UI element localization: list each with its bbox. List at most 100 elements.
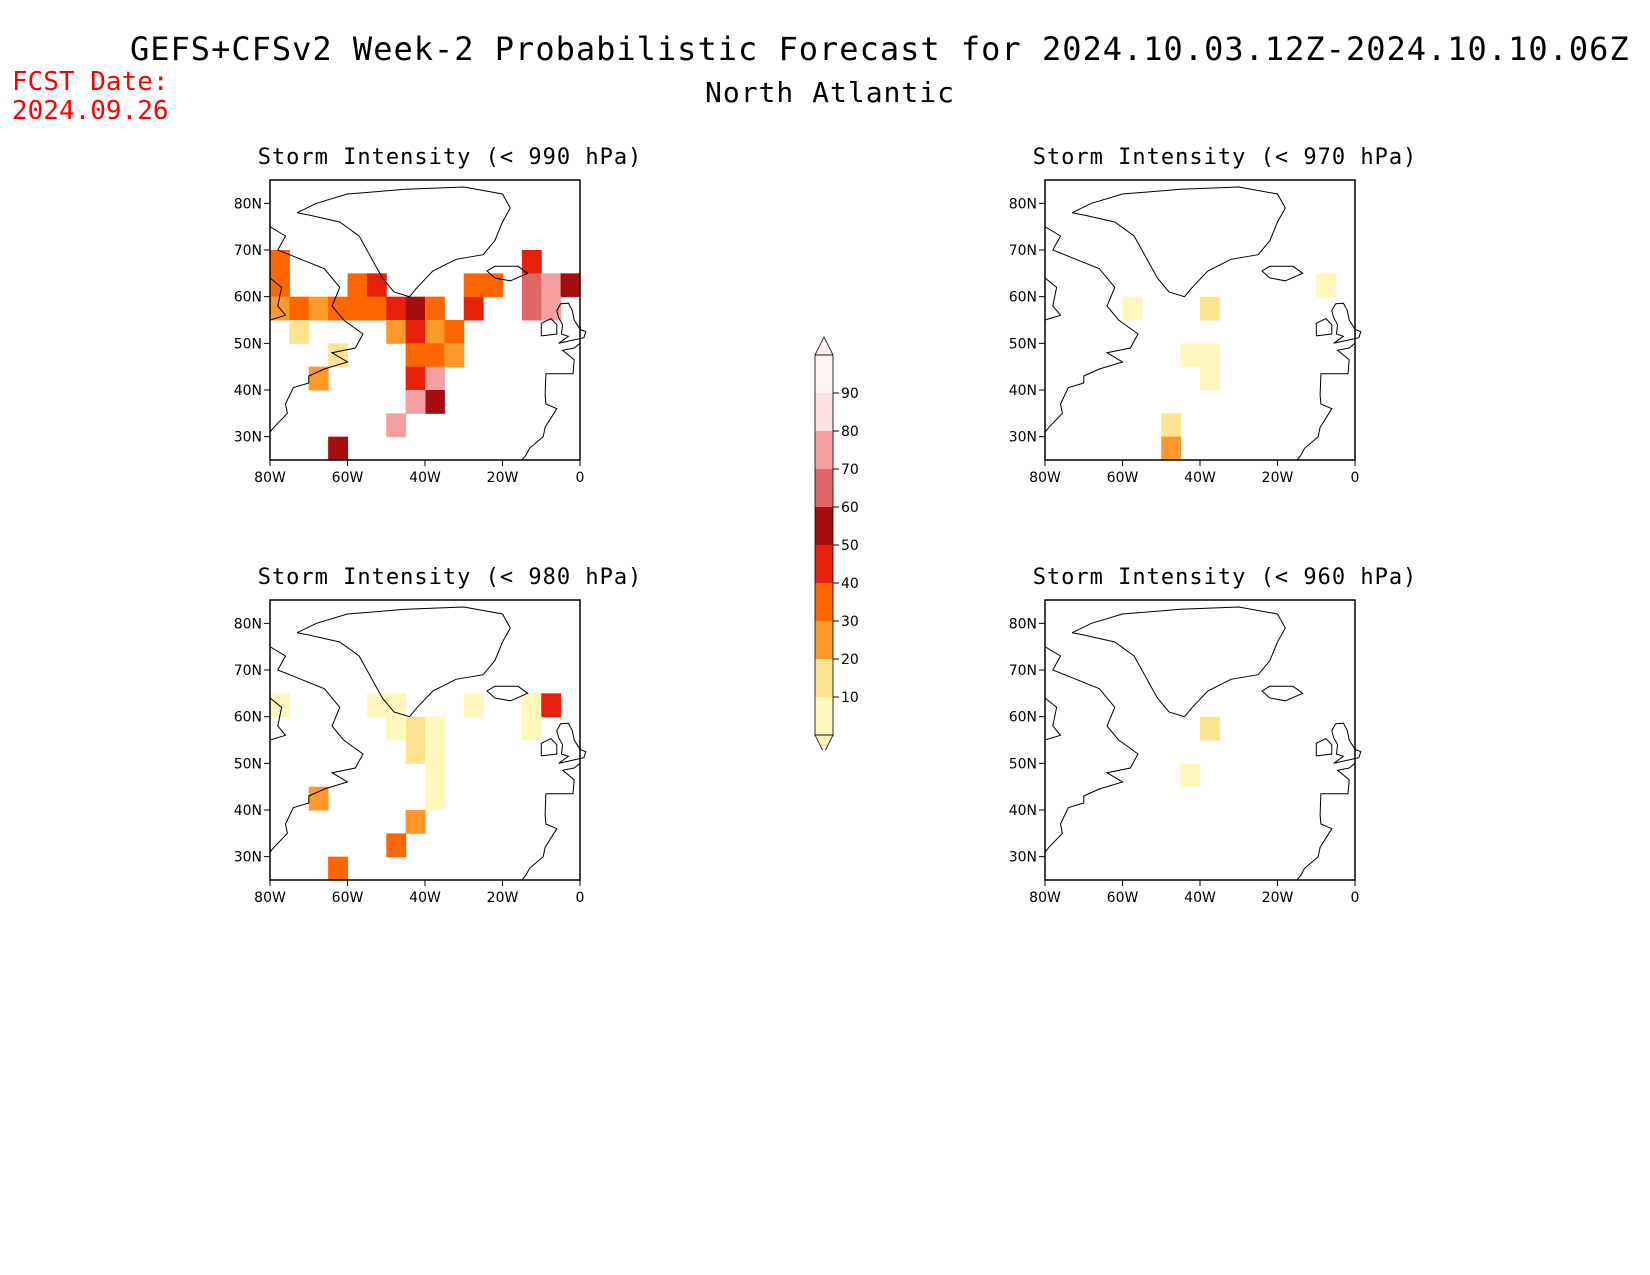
lon-tick-label: 60W	[332, 470, 364, 486]
coastline	[269, 697, 287, 741]
lat-tick-label: 40N	[1009, 803, 1037, 819]
heatmap-cell	[425, 343, 445, 368]
lon-tick-label: 80W	[1029, 890, 1061, 906]
coastline	[1296, 342, 1356, 461]
lon-tick-label: 20W	[1262, 890, 1294, 906]
panel-980hpa: Storm Intensity (< 980 hPa) 80W 60W 40W 20W…	[234, 565, 660, 965]
forecast-date-value: 2024.09.26	[12, 96, 169, 126]
colorbar-segment	[815, 621, 833, 659]
heatmap-cell	[328, 856, 348, 881]
heatmap-cell	[405, 740, 426, 764]
heatmap-cell	[425, 366, 445, 391]
coastline	[1331, 302, 1362, 344]
colorbar-tick-label: 40	[841, 576, 859, 592]
lon-tick-label: 60W	[332, 890, 364, 906]
heatmap-cell	[425, 786, 445, 811]
heatmap-cell	[1200, 296, 1220, 321]
panel-970hpa: Storm Intensity (< 970 hPa) 80W 60W 40W 20W…	[1009, 145, 1435, 545]
heatmap-cell	[366, 693, 387, 718]
coastline	[296, 606, 511, 718]
heatmap-cell	[425, 716, 445, 741]
heatmap-cell	[405, 390, 426, 414]
lon-tick-label: 20W	[487, 470, 519, 486]
coastline	[1261, 685, 1304, 702]
heatmap-cell	[1200, 716, 1220, 741]
colorbar-tick-label: 20	[841, 652, 859, 668]
region-subtitle: North Atlantic	[704, 76, 955, 109]
heatmap-cell	[308, 296, 329, 321]
heatmap-cell	[347, 273, 368, 298]
heatmap-cell	[425, 740, 445, 764]
coastline	[269, 646, 364, 853]
colorbar-svg: 10 20 30 40 50 60 70 80 90	[814, 336, 859, 754]
lat-tick-label: 30N	[1009, 850, 1037, 866]
heatmap-cell	[405, 366, 426, 391]
heatmap-cell	[541, 693, 562, 718]
colorbar-tick-label: 10	[841, 690, 859, 706]
coastline	[556, 302, 587, 344]
heatmap-cell	[463, 296, 484, 321]
heatmap-cell	[1180, 343, 1201, 368]
lon-tick-label: 40W	[409, 890, 441, 906]
lat-tick-label: 80N	[1009, 616, 1037, 632]
panel-title: Storm Intensity (< 960 hPa)	[1032, 565, 1418, 590]
heatmap-cell	[560, 273, 581, 298]
heatmap-cell	[386, 833, 407, 858]
lon-tick-label: 40W	[1184, 470, 1216, 486]
colorbar-segment	[815, 507, 833, 545]
heatmap-cell	[366, 296, 387, 321]
forecast-date-block: FCST Date: 2024.09.26	[12, 68, 169, 126]
coastline	[1315, 317, 1333, 337]
heatmap-cells	[270, 250, 581, 461]
map-990hpa: 80W 60W 40W 20W 0 80N 70N 60N 50N 40N 30N	[234, 179, 587, 486]
lon-tick-label: 40W	[1184, 890, 1216, 906]
heatmap-cell	[463, 273, 484, 298]
lon-tick-label: 60W	[1107, 470, 1139, 486]
heatmap-cell	[366, 273, 387, 298]
coastline	[521, 762, 581, 881]
heatmap-cell	[1122, 296, 1143, 321]
coastline	[1261, 265, 1304, 282]
heatmap-cell	[1200, 343, 1220, 368]
heatmap-cells	[1180, 716, 1220, 788]
heatmap-cell	[521, 693, 542, 718]
colorbar-segment	[815, 583, 833, 621]
coastline	[1071, 606, 1286, 718]
heatmap-cell	[1200, 366, 1220, 391]
heatmap-cell	[405, 296, 426, 321]
colorbar: 10 20 30 40 50 60 70 80 90	[790, 330, 870, 754]
lat-tick-label: 50N	[1009, 756, 1037, 772]
colorbar-segment	[815, 545, 833, 583]
coastline	[1071, 186, 1286, 298]
heatmap-cell	[405, 716, 426, 741]
heatmap-cell	[308, 366, 329, 391]
heatmap-cell	[289, 320, 310, 344]
heatmap-cell	[328, 343, 348, 368]
lon-tick-label: 20W	[487, 890, 519, 906]
colorbar-segment	[815, 659, 833, 697]
panel-title: Storm Intensity (< 980 hPa)	[257, 565, 643, 590]
coastlines	[269, 606, 587, 881]
colorbar-segment	[815, 431, 833, 469]
panel-title: Storm Intensity (< 990 hPa)	[257, 145, 643, 170]
heatmap-cell	[425, 296, 445, 321]
heatmap-cell	[328, 296, 348, 321]
heatmap-cell	[521, 250, 542, 274]
heatmap-cell	[483, 273, 503, 298]
heatmap-cell	[463, 693, 484, 718]
lat-tick-label: 40N	[234, 383, 262, 399]
lat-tick-label: 60N	[234, 710, 262, 726]
lat-tick-label: 30N	[234, 850, 262, 866]
panel-title: Storm Intensity (< 970 hPa)	[1032, 145, 1418, 170]
coastlines	[1044, 186, 1362, 461]
coastline	[1296, 762, 1356, 881]
heatmap-cells	[270, 693, 562, 881]
lon-tick-label: 0	[1351, 470, 1360, 486]
heatmap-cell	[1161, 436, 1182, 461]
colorbar-segment	[815, 469, 833, 507]
colorbar-bottom-arrow	[814, 734, 834, 754]
heatmap-cell	[405, 810, 426, 834]
map-980hpa: 80W 60W 40W 20W 0 80N 70N 60N 50N 40N 30N	[234, 599, 587, 906]
heatmap-cell	[328, 436, 348, 461]
lon-tick-label: 0	[576, 470, 585, 486]
